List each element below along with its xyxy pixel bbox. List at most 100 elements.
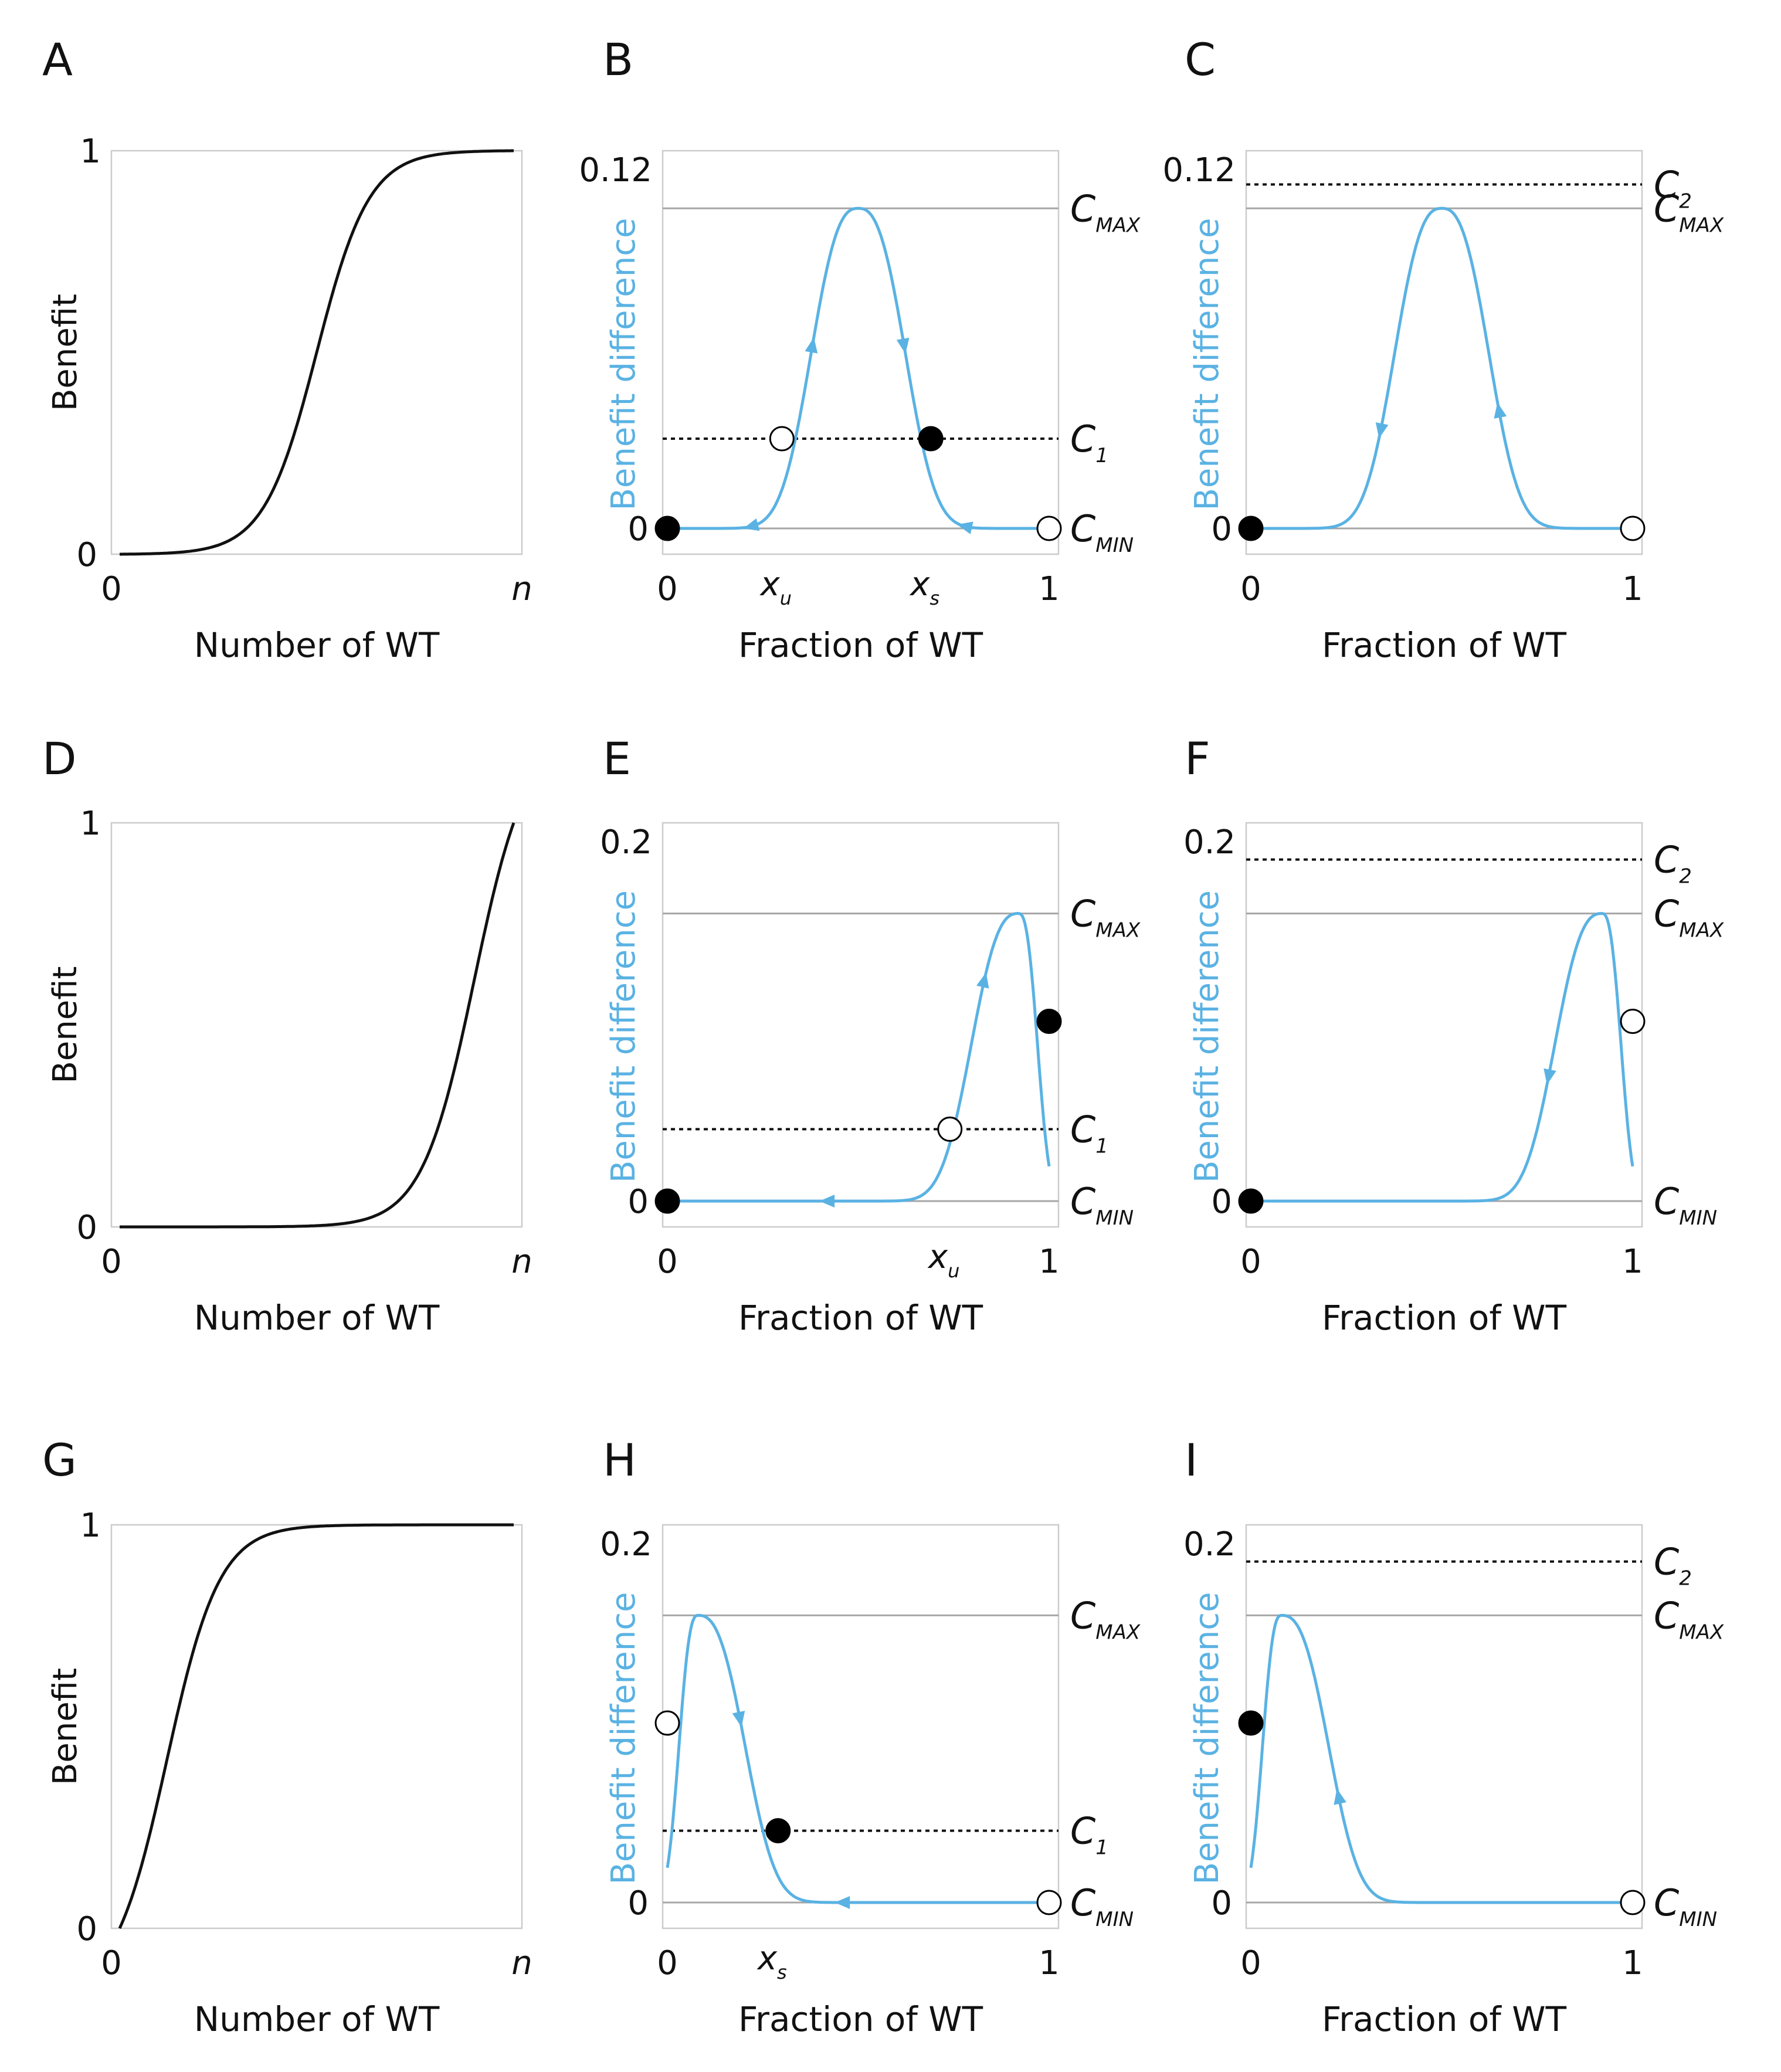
plot-frame — [1245, 822, 1643, 1228]
x-tick-label: n — [511, 570, 532, 608]
panel-letter: D — [42, 733, 77, 785]
x-mark-sub: u — [780, 587, 792, 609]
benefit-difference-curve — [1251, 206, 1633, 530]
hline-label-main: C — [1070, 418, 1096, 460]
x-tick-label: 0 — [1240, 1944, 1261, 1982]
hline-label-main: C — [1654, 1881, 1680, 1924]
hline-label-main: C — [1654, 893, 1680, 935]
hline-label-main: C — [1654, 839, 1680, 881]
y-axis-label: Benefit difference — [605, 218, 643, 511]
benefit-difference-curve — [667, 912, 1051, 1203]
x-axis-label: Fraction of WT — [1322, 625, 1567, 665]
hline-label-main: C — [1070, 893, 1096, 935]
x-axis-label: Number of WT — [194, 1298, 440, 1338]
x-tick-label: 1 — [1039, 570, 1060, 608]
y-tick-label: 0 — [1211, 510, 1232, 548]
hline-label-sub: MAX — [1679, 1620, 1724, 1644]
x-mark-main: x — [909, 565, 930, 603]
hline-label: CMAX — [1070, 1594, 1141, 1644]
y-tick-label: 0 — [627, 1884, 649, 1922]
hline-label: CMIN — [1070, 1180, 1134, 1230]
panel-letter: I — [1185, 1434, 1197, 1486]
y-tick-label: 0 — [1211, 1183, 1232, 1221]
hline-label-sub: MAX — [1095, 1620, 1141, 1644]
x-tick-label: 0 — [101, 1944, 122, 1982]
panel-letter: H — [603, 1434, 636, 1486]
panel-letter: E — [603, 733, 631, 785]
chart-panel-b: B 0 1 0 0.12 Fraction of WT Benefit difference… — [579, 33, 1141, 665]
stable-equilibrium-point — [918, 426, 944, 452]
y-tick-label: 0.2 — [600, 823, 652, 862]
hline-label: CMIN — [1654, 1180, 1717, 1230]
hline-label-main: C — [1654, 1180, 1680, 1223]
panel-letter: B — [603, 33, 633, 86]
x-tick-label: 0 — [657, 1944, 678, 1982]
hline-label: CMAX — [1654, 893, 1724, 942]
x-tick-label: 1 — [1039, 1944, 1060, 1982]
hline-label: CMAX — [1654, 187, 1724, 237]
panel-letter: F — [1185, 733, 1210, 785]
x-mark-label: xs — [756, 1939, 787, 1983]
y-tick-label: 0.2 — [1183, 823, 1236, 862]
flow-arrow — [732, 1711, 745, 1727]
hline-label-main: C — [1070, 1108, 1096, 1151]
stable-equilibrium-point — [654, 1188, 680, 1214]
x-mark-sub: s — [929, 587, 939, 609]
x-axis-label: Fraction of WT — [738, 1999, 983, 2039]
hline-label-sub: 1 — [1095, 1134, 1108, 1158]
hline-label: C2 — [1654, 839, 1692, 889]
chart-panel-f: F 0 1 0 0.2 Fraction of WT Benefit difference C… — [1183, 733, 1724, 1338]
x-tick-label: 0 — [657, 1243, 678, 1281]
y-tick-label: 0.12 — [1162, 151, 1236, 189]
hline-label: CMAX — [1654, 1594, 1724, 1644]
hline-label-main: C — [1070, 1810, 1096, 1853]
y-axis-label: Benefit difference — [1188, 890, 1226, 1183]
benefit-curve — [120, 149, 514, 556]
hline-label-sub: 1 — [1095, 444, 1108, 467]
hline-label-main: C — [1070, 187, 1096, 230]
hline-label-sub: MAX — [1095, 919, 1141, 942]
benefit-difference-curve — [666, 1613, 1049, 1904]
y-axis-label: Benefit — [46, 966, 84, 1083]
hline-label-main: C — [1070, 1881, 1096, 1924]
unstable-equilibrium-point — [654, 1710, 680, 1736]
stable-equilibrium-point — [765, 1818, 791, 1844]
hline-label-main: C — [1654, 164, 1680, 206]
x-mark-main: x — [756, 1939, 778, 1978]
x-mark-label: xu — [927, 1238, 959, 1282]
hline-label: CMIN — [1654, 1881, 1717, 1931]
x-axis-label: Number of WT — [194, 625, 440, 665]
x-mark-main: x — [927, 1238, 948, 1276]
x-axis-label: Number of WT — [194, 1999, 440, 2039]
y-tick-label: 0 — [76, 536, 97, 574]
chart-panel-i: I 0 1 0 0.2 Fraction of WT Benefit difference C… — [1183, 1434, 1724, 2039]
y-tick-label: 1 — [80, 805, 101, 843]
benefit-difference-curve — [667, 206, 1049, 530]
hline-label-sub: MIN — [1095, 534, 1134, 557]
x-tick-label: 0 — [101, 1243, 122, 1281]
unstable-equilibrium-point — [1620, 516, 1646, 541]
flow-arrow — [743, 518, 760, 531]
flow-arrow — [834, 1896, 850, 1910]
plot-frame — [661, 1524, 1060, 1929]
unstable-equilibrium-point — [1036, 516, 1062, 541]
x-mark-label: xu — [759, 565, 792, 609]
plot-frame — [661, 150, 1060, 555]
hline-label-sub: MAX — [1679, 919, 1724, 942]
chart-panel-a: A 0 n 0 1 Number of WT Benefit — [42, 33, 532, 665]
hline-label-sub: 2 — [1679, 190, 1692, 213]
benefit-difference-curve — [1249, 1613, 1633, 1904]
flow-arrow — [819, 1195, 835, 1208]
panel-letter: G — [42, 1434, 77, 1486]
panel-letter: C — [1185, 33, 1216, 86]
hline-label: C1 — [1070, 1810, 1108, 1860]
hline-label-sub: MAX — [1095, 213, 1141, 237]
x-tick-label: 0 — [1240, 570, 1261, 608]
chart-panel-g: G 0 n 0 1 Number of WT Benefit — [42, 1434, 532, 2039]
hline-label-sub: 2 — [1679, 865, 1692, 889]
benefit-curve — [120, 822, 515, 1229]
plot-frame — [110, 1524, 523, 1929]
x-tick-label: 0 — [1240, 1243, 1261, 1281]
x-tick-label: 0 — [101, 570, 122, 608]
